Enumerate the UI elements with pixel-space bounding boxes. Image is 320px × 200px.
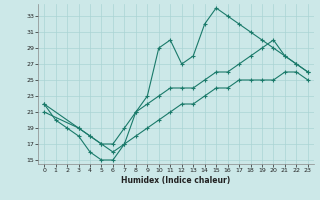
X-axis label: Humidex (Indice chaleur): Humidex (Indice chaleur) — [121, 176, 231, 185]
